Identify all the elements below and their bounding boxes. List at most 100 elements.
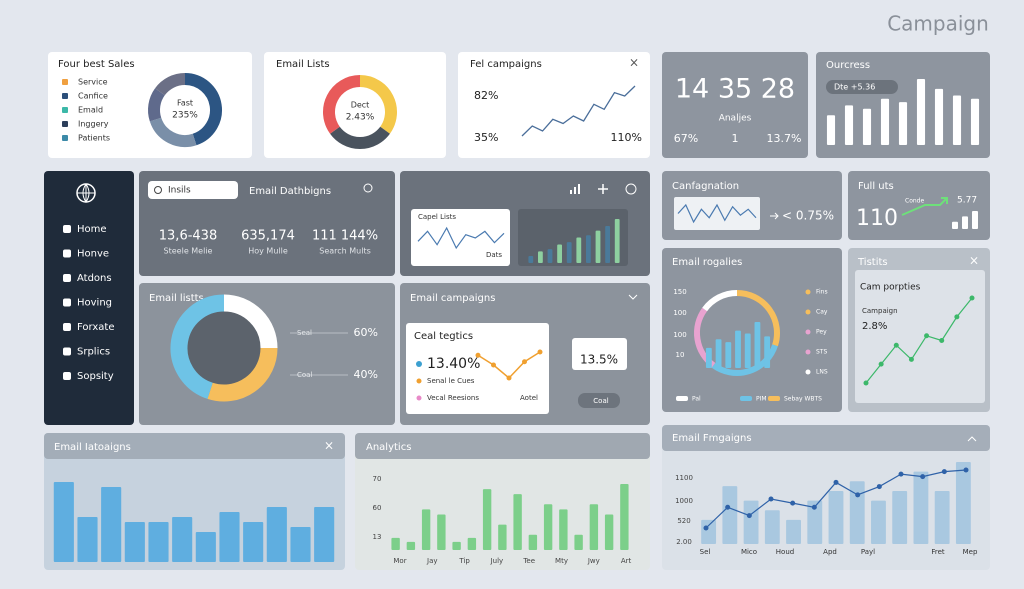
bar [538, 251, 543, 263]
card [662, 52, 808, 158]
inner-panel [411, 209, 510, 266]
dot [416, 361, 422, 367]
label: Insils [168, 186, 191, 196]
y-tick-label: 520 [677, 517, 690, 525]
bar [862, 108, 872, 145]
close-button[interactable]: × [324, 439, 334, 453]
x-tick-label: Tip [458, 557, 470, 565]
legend-swatch [62, 135, 68, 141]
nav-icon [63, 323, 71, 331]
donut-segment [711, 344, 778, 376]
point [878, 361, 884, 367]
label: Aotel [520, 394, 538, 402]
label: Ourcress [826, 60, 870, 71]
x-tick-label: Jwy [587, 557, 600, 565]
nav-item[interactable]: Sopsity [77, 371, 114, 382]
bar [437, 514, 446, 550]
point [908, 356, 914, 362]
bar [614, 219, 620, 263]
label: 635,174 [241, 229, 295, 244]
bar [566, 242, 572, 263]
label: 1 [732, 132, 739, 145]
bar [934, 490, 950, 544]
label: 35% [474, 131, 498, 144]
point [876, 484, 882, 490]
bar [735, 330, 741, 368]
label: 110 [856, 206, 898, 231]
close-button[interactable]: × [969, 254, 979, 268]
nav-icon [63, 298, 71, 307]
label: 13,6-438 [159, 229, 217, 244]
bar [844, 105, 854, 145]
point [855, 492, 861, 498]
label: Sebay WBTS [784, 396, 822, 403]
label: Patients [78, 134, 110, 143]
label: Email Iatoaigns [54, 442, 131, 453]
bar [826, 115, 836, 145]
point [863, 380, 869, 386]
bar [807, 500, 823, 544]
point [898, 471, 904, 477]
bar [972, 211, 978, 229]
label: Service [78, 78, 108, 87]
card [264, 52, 446, 158]
label: 13.5% [580, 353, 618, 367]
bar [101, 487, 122, 562]
legend-swatch [62, 79, 68, 85]
nav-item[interactable]: Forxate [77, 322, 114, 333]
x-tick-label: Mor [393, 557, 406, 565]
donut-segment [149, 117, 197, 147]
y-tick-label: 13 [373, 533, 382, 541]
donut-segment [323, 75, 361, 134]
nav-item[interactable]: Hoving [77, 298, 112, 309]
label: Emald [78, 106, 103, 115]
bar [219, 512, 240, 562]
x-tick-label: Apd [823, 548, 837, 556]
label: Email rogalies [672, 257, 742, 268]
bar [913, 471, 929, 544]
chevron [628, 294, 638, 300]
bar [528, 534, 538, 550]
label: Dte +5.36 [834, 83, 875, 92]
label: Inggery [78, 120, 109, 129]
x-tick-label: Mty [555, 557, 568, 565]
bar [421, 509, 431, 550]
point [522, 359, 527, 365]
bar [586, 235, 591, 263]
legend-swatch [62, 93, 68, 99]
x-tick-label: Tee [522, 557, 535, 565]
x-tick-label: Sel [700, 548, 711, 556]
label: Pey [816, 329, 827, 336]
point [475, 352, 481, 358]
card-header [44, 433, 345, 459]
nav-item[interactable]: Srplics [77, 347, 110, 358]
bar [557, 244, 562, 263]
nav-item[interactable]: Home [77, 224, 107, 235]
point [924, 333, 930, 339]
label: 67% [674, 132, 698, 145]
bar [124, 522, 145, 562]
nav-item[interactable]: Atdons [77, 273, 112, 284]
close-button[interactable]: × [629, 56, 639, 70]
label: Coal [593, 397, 608, 405]
point [506, 375, 512, 381]
label: LNS [816, 369, 828, 376]
chevron[interactable] [967, 436, 977, 442]
legend-swatch [62, 121, 68, 127]
label: Campaign [862, 307, 898, 315]
y-tick-label: 2.00 [676, 538, 692, 546]
label: Conde [905, 198, 924, 205]
point [703, 525, 709, 531]
donut-segment [148, 88, 165, 122]
button[interactable] [578, 393, 620, 408]
label: Email Fmgaigns [672, 433, 752, 444]
y-tick-label: 60 [373, 504, 382, 512]
x-tick-label: Houd [776, 548, 794, 556]
nav-item[interactable]: Honve [77, 249, 109, 260]
card-header [355, 433, 650, 459]
bar [722, 486, 738, 544]
bar [725, 342, 732, 368]
nav-icon [63, 225, 71, 233]
